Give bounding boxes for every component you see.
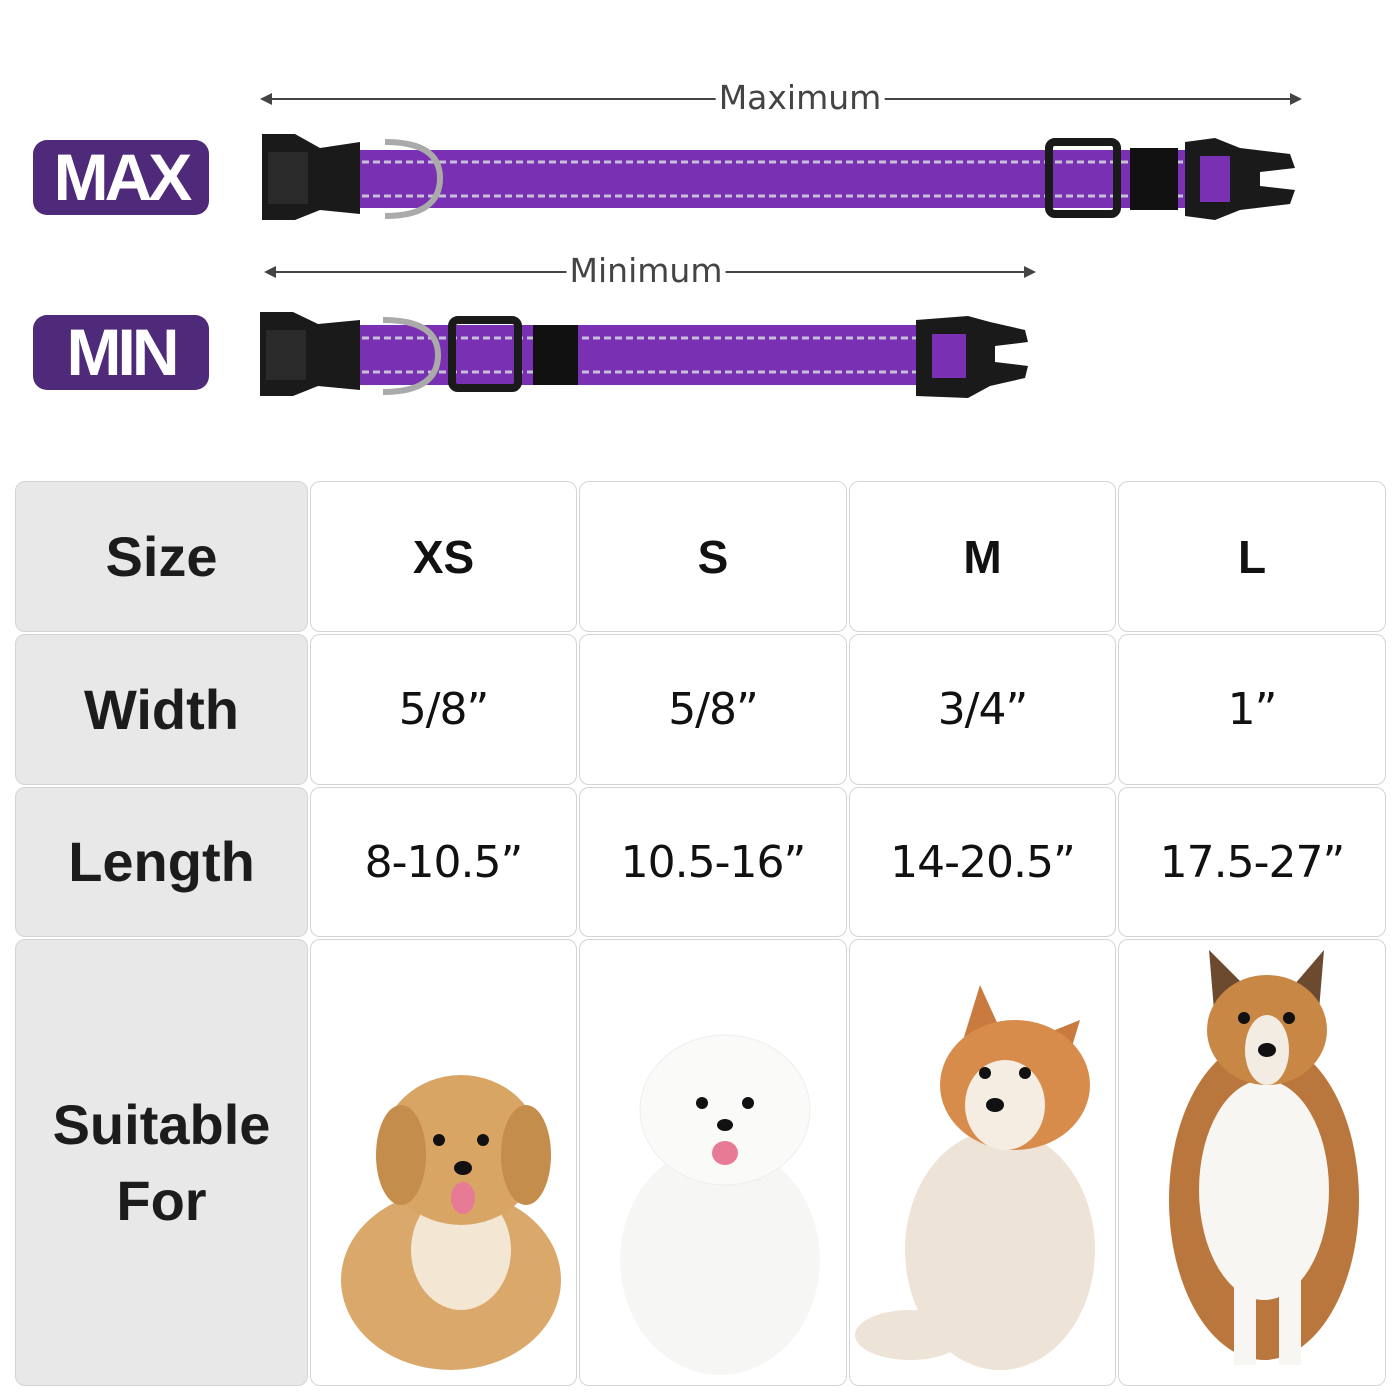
size-xs: XS	[310, 481, 577, 632]
row-label-size: Size	[15, 481, 308, 632]
width-s: 5/8”	[579, 634, 847, 785]
size-l: L	[1118, 481, 1386, 632]
width-xs: 5/8”	[310, 634, 577, 785]
maximum-arrow: Maximum	[260, 78, 1302, 118]
size-s: S	[579, 481, 847, 632]
size-m: M	[849, 481, 1116, 632]
maximum-label: Maximum	[715, 78, 885, 118]
dog-image-l	[1118, 939, 1386, 1386]
length-s: 10.5-16”	[579, 787, 847, 937]
minimum-arrow: Minimum	[264, 251, 1036, 291]
dog-image-s	[579, 939, 847, 1386]
dog-image-xs	[310, 939, 577, 1386]
length-l: 17.5-27”	[1118, 787, 1386, 937]
dog-image-m	[849, 939, 1116, 1386]
min-badge: MIN	[33, 315, 209, 390]
collar-min-image	[260, 312, 1028, 398]
length-xs: 8-10.5”	[310, 787, 577, 937]
row-label-length: Length	[15, 787, 308, 937]
minimum-label: Minimum	[566, 251, 726, 291]
max-badge: MAX	[33, 140, 209, 215]
width-m: 3/4”	[849, 634, 1116, 785]
length-m: 14-20.5”	[849, 787, 1116, 937]
collar-max-image	[262, 134, 1295, 220]
row-label-suitable-for: Suitable For	[15, 939, 308, 1386]
row-label-width: Width	[15, 634, 308, 785]
width-l: 1”	[1118, 634, 1386, 785]
